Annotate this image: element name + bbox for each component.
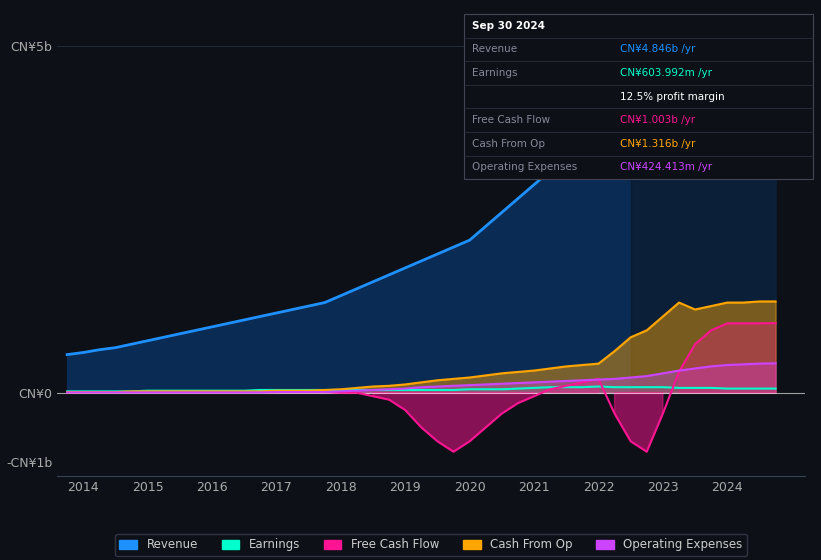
- Text: Sep 30 2024: Sep 30 2024: [472, 21, 545, 31]
- Text: CN¥603.992m /yr: CN¥603.992m /yr: [620, 68, 712, 78]
- Bar: [631, 11, 805, 476]
- Text: CN¥1.316b /yr: CN¥1.316b /yr: [620, 139, 695, 149]
- Text: Operating Expenses: Operating Expenses: [472, 162, 577, 172]
- Text: CN¥4.846b /yr: CN¥4.846b /yr: [620, 44, 695, 54]
- Text: Cash From Op: Cash From Op: [472, 139, 545, 149]
- Text: Free Cash Flow: Free Cash Flow: [472, 115, 550, 125]
- Text: CN¥1.003b /yr: CN¥1.003b /yr: [620, 115, 695, 125]
- Text: 12.5% profit margin: 12.5% profit margin: [620, 92, 724, 101]
- Legend: Revenue, Earnings, Free Cash Flow, Cash From Op, Operating Expenses: Revenue, Earnings, Free Cash Flow, Cash …: [115, 534, 747, 556]
- Text: Earnings: Earnings: [472, 68, 517, 78]
- Text: Revenue: Revenue: [472, 44, 517, 54]
- Text: CN¥424.413m /yr: CN¥424.413m /yr: [620, 162, 712, 172]
